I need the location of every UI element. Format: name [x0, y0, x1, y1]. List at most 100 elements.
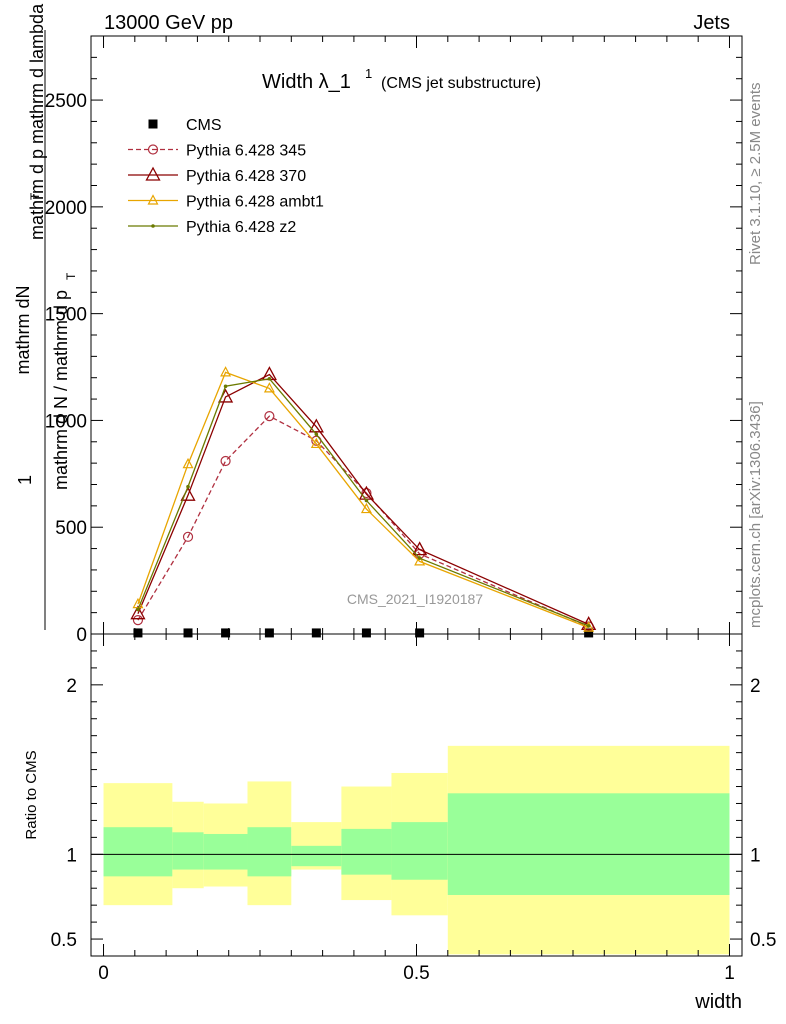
ratio-band-inner [341, 828, 392, 875]
series-marker-triangle-small [414, 555, 426, 566]
ratio-band-inner [391, 822, 448, 880]
series-0 [133, 628, 594, 638]
header-left: 13000 GeV pp [104, 12, 233, 34]
legend-entry: Pythia 6.428 345 [128, 143, 306, 160]
series-4 [136, 376, 591, 628]
series-marker-dot [364, 498, 369, 503]
ratio-y-label: Ratio to CMS [23, 750, 40, 839]
series-marker-dot [417, 556, 422, 560]
y-label-numerator-one: 1 [15, 475, 35, 485]
series-marker-triangle [145, 166, 161, 181]
series-marker-triangle [412, 541, 428, 556]
legend: CMS Pythia 6.428 345 Pythia 6.428 370 Pythi… [128, 117, 324, 236]
y-label-top-sub: T [28, 192, 42, 200]
series-marker-triangle-small [263, 382, 275, 393]
legend-label: Pythia 6.428 370 [186, 168, 306, 185]
series-marker-circle [182, 531, 194, 542]
y-label-top-rest: mathrm d p mathrm d lambda [27, 3, 47, 240]
main-y-label: mathrm dN T mathrm d p mathrm d lambda 1… [13, 3, 78, 630]
series-marker-circle [264, 411, 275, 422]
cms-data-point [133, 628, 143, 638]
ratio-axis-ticks: 0.5 0.5 1 1 2 2 0 0.5 1 [51, 634, 776, 984]
series-marker-dot [314, 432, 319, 437]
series-marker-circle [220, 455, 231, 467]
main-y-tick-label: 500 [55, 518, 87, 539]
main-series-group [130, 366, 597, 638]
y-label-denominator: mathrm d N / mathrm d p [51, 290, 71, 490]
ratio-band-inner [247, 827, 292, 877]
series-marker-triangle-small [360, 502, 372, 514]
series-marker-triangle-small [583, 621, 595, 632]
ratio-y-tick-label: 1 [66, 845, 77, 866]
series-line [137, 378, 589, 627]
main-y-tick-label: 1500 [45, 305, 87, 326]
rivet-version-text: Rivet 3.1.10, ≥ 2.5M events [747, 83, 764, 266]
series-marker-dot [267, 376, 272, 381]
legend-entry: Pythia 6.428 370 [128, 166, 306, 185]
ratio-band-inner [172, 832, 204, 870]
cms-data-point [584, 628, 594, 638]
series-marker-triangle [130, 605, 146, 620]
series-line [137, 371, 589, 629]
mcplots-credit-text: mcplots.cern.ch [arXiv:1306.3436] [747, 401, 764, 628]
ratio-y-tick-label: 2 [66, 676, 77, 697]
plot-title-superscript: 1 [365, 66, 372, 81]
legend-entry: Pythia 6.428 ambt1 [128, 194, 324, 211]
cms-data-point [183, 628, 193, 638]
series-marker-triangle [308, 418, 324, 433]
ratio-band-inner [447, 793, 730, 895]
ratio-bands-layer [103, 745, 730, 955]
analysis-watermark: CMS_2021_I1920187 [347, 591, 483, 607]
series-marker-triangle-small [147, 194, 159, 205]
x-axis-label: width [694, 991, 742, 1013]
main-axis-ticks: 500 1000 1500 2000 2500 0 [45, 36, 742, 646]
main-y-tick-label: 2500 [45, 91, 87, 112]
legend-label: CMS [186, 117, 222, 134]
plot-title-note: (CMS jet substructure) [381, 75, 541, 92]
main-y-tick-label: 0 [76, 625, 87, 646]
series-3 [132, 366, 595, 632]
main-plot-panel: 500 1000 1500 2000 2500 0 Width λ_1 1 (CMS je… [13, 3, 743, 646]
ratio-band-inner [203, 833, 248, 870]
plot-title: Width λ_1 [262, 71, 351, 93]
series-marker-triangle-small [310, 437, 322, 449]
ratio-y-tick-label-right: 0.5 [750, 930, 776, 951]
cms-data-point [221, 628, 231, 638]
legend-entry: Pythia 6.428 z2 [128, 219, 296, 236]
legend-label: Pythia 6.428 345 [186, 143, 306, 160]
cms-data-point [415, 628, 425, 638]
cms-data-point [311, 628, 321, 638]
legend-label: Pythia 6.428 z2 [186, 219, 296, 236]
y-label-numerator: mathrm dN [13, 285, 33, 374]
x-tick-label: 1 [724, 963, 735, 984]
ratio-band-inner [103, 827, 173, 877]
series-line [137, 373, 589, 625]
ratio-y-tick-label-right: 1 [750, 845, 761, 866]
series-marker-dot [151, 224, 155, 228]
series-marker-dot [186, 484, 190, 489]
header-right: Jets [693, 12, 730, 34]
cms-data-point [148, 119, 158, 129]
cms-data-point [264, 628, 274, 638]
series-marker-dot [586, 624, 591, 628]
main-y-tick-label: 2000 [45, 198, 87, 219]
ratio-band-inner [291, 845, 342, 867]
legend-label: Pythia 6.428 ambt1 [186, 194, 324, 211]
y-label-denominator-sub: T [64, 272, 78, 280]
series-marker-dot [223, 384, 228, 389]
legend-entry: CMS [148, 117, 222, 134]
ratio-plot-panel: 0.5 0.5 1 1 2 2 0 0.5 1 Ratio to CMS width [23, 633, 776, 1013]
ratio-y-tick-label: 0.5 [51, 930, 77, 951]
series-marker-dot [136, 607, 140, 612]
series-marker-circle [132, 615, 144, 626]
x-tick-label: 0.5 [403, 963, 429, 984]
ratio-y-tick-label-right: 2 [750, 676, 761, 697]
x-tick-label: 0 [98, 963, 109, 984]
series-marker-circle [147, 144, 159, 155]
y-label-top-main: mathrm dN [13, 285, 33, 374]
main-y-tick-label: 1000 [45, 411, 87, 432]
cms-data-point [361, 628, 371, 638]
series-marker-circle [361, 487, 372, 499]
series-marker-triangle-small [182, 457, 194, 469]
